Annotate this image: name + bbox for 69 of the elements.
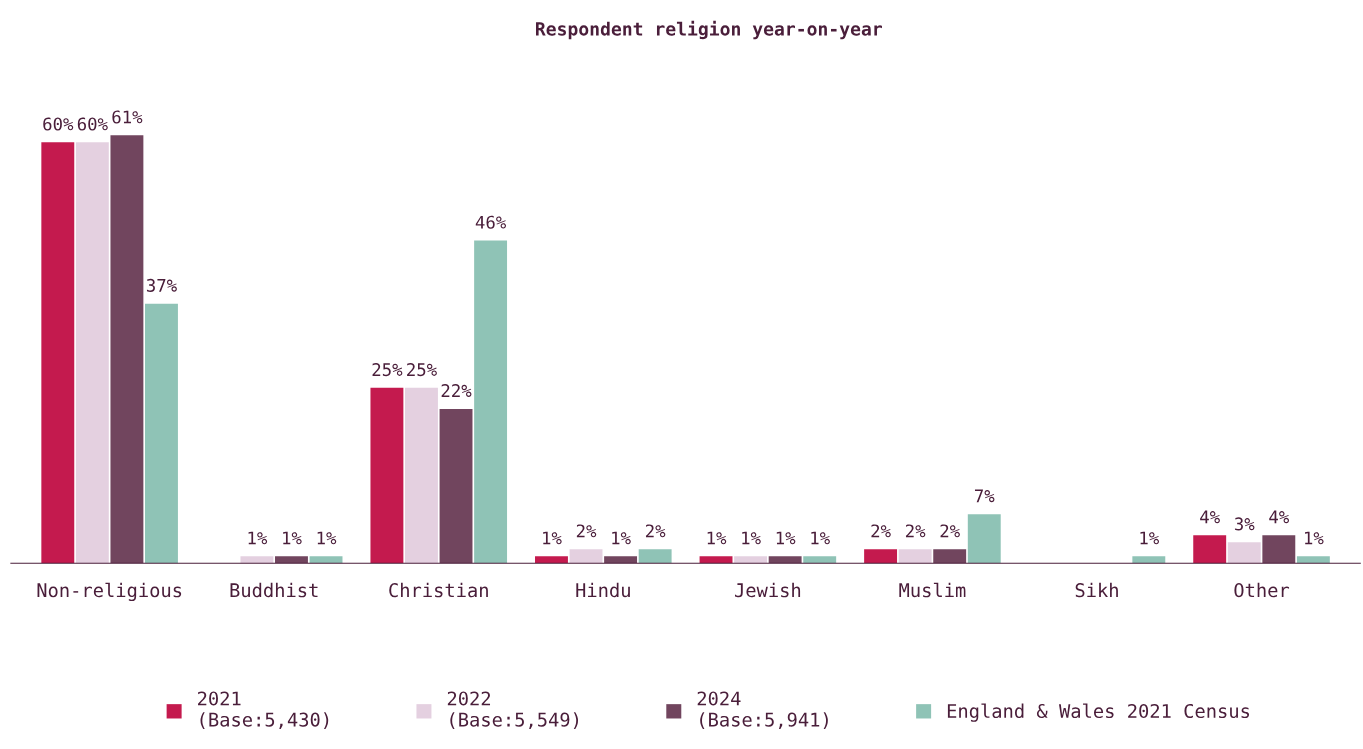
chart-title: Respondent religion year-on-year — [536, 20, 882, 40]
bar — [569, 549, 603, 564]
bar — [535, 556, 568, 564]
bar — [275, 556, 308, 564]
bar — [933, 549, 967, 564]
bar — [370, 387, 404, 564]
bar — [768, 556, 802, 564]
data-label: 46% — [475, 215, 506, 229]
data-label: 7% — [974, 489, 995, 503]
bar — [638, 549, 672, 564]
bar — [604, 556, 638, 564]
data-label: 3% — [1234, 517, 1255, 531]
x-tick-label: Jewish — [735, 582, 801, 598]
bar — [405, 387, 438, 564]
data-label: 4% — [1200, 510, 1220, 524]
data-label: 2% — [576, 524, 597, 538]
bar — [309, 556, 343, 564]
data-label: 2% — [940, 524, 960, 538]
legend-label: 2022 (Base:5,549) — [447, 691, 579, 730]
data-label: 2% — [645, 524, 666, 538]
bar — [41, 142, 75, 564]
data-label: 1% — [612, 531, 631, 545]
x-tick-label: Buddhist — [230, 582, 318, 598]
bar — [803, 556, 837, 564]
x-tick-label: Muslim — [899, 582, 966, 598]
data-label: 1% — [248, 531, 268, 545]
legend-label: 2021 (Base:5,430) — [198, 691, 329, 730]
data-label: 1% — [317, 531, 337, 545]
bar — [1193, 535, 1227, 564]
x-tick-label: Hindu — [576, 582, 630, 598]
bar — [110, 135, 144, 564]
data-label: 1% — [283, 531, 302, 545]
bar — [75, 142, 109, 564]
x-tick-label: Christian — [389, 582, 488, 598]
data-label: 25% — [372, 363, 403, 377]
x-tick-label: Sikh — [1075, 582, 1118, 598]
x-tick-label: Other — [1234, 582, 1290, 598]
data-label: 4% — [1269, 510, 1289, 524]
bar — [734, 556, 768, 564]
bar — [898, 549, 932, 564]
legend-label: England & Wales 2021 Census — [947, 703, 1250, 722]
data-label: 1% — [543, 531, 562, 545]
bar — [439, 408, 473, 564]
data-label: 1% — [707, 531, 727, 545]
bar — [699, 556, 733, 564]
bar — [240, 556, 274, 564]
data-label: 1% — [1305, 531, 1324, 545]
data-label: 1% — [811, 531, 830, 545]
data-label: 1% — [1140, 531, 1159, 545]
data-label: 22% — [441, 384, 472, 397]
bar — [145, 303, 178, 564]
bar — [474, 240, 508, 564]
bar — [967, 514, 1001, 564]
data-label: 2% — [871, 524, 891, 538]
x-tick-label: Non-religious — [37, 582, 182, 602]
data-label: 1% — [742, 531, 761, 545]
data-label: 1% — [776, 531, 796, 545]
data-label: 61% — [112, 110, 143, 124]
bar — [1296, 556, 1330, 564]
bar — [1262, 535, 1296, 564]
bar — [1227, 542, 1261, 564]
bar — [864, 549, 898, 564]
data-label: 2% — [905, 524, 926, 538]
data-label: 37% — [146, 278, 177, 292]
legend-label: 2024 (Base:5,941) — [697, 691, 828, 730]
bar — [1132, 556, 1166, 564]
data-label: 60% — [43, 117, 74, 131]
data-label: 25% — [407, 363, 437, 377]
data-label: 60% — [77, 117, 108, 131]
